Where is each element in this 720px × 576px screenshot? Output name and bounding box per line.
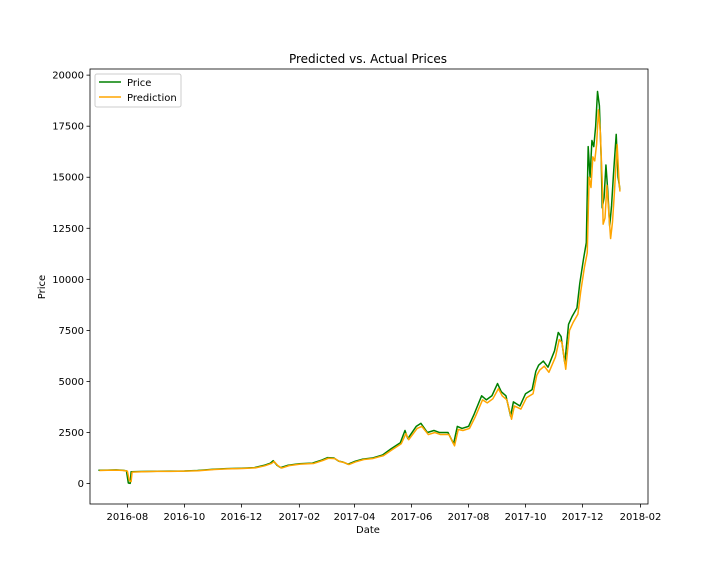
y-tick-label: 17500	[52, 122, 84, 133]
x-axis: 2016-08 2016-10 2016-12 2017-02 2017-04 2017-…	[106, 504, 661, 523]
x-tick-label: 2018-02	[620, 512, 662, 523]
x-tick-label: 2016-12	[221, 512, 263, 523]
x-tick-label: 2016-08	[106, 512, 148, 523]
x-tick-label: 2017-04	[334, 512, 376, 523]
chart-title: Predicted vs. Actual Prices	[289, 52, 447, 66]
x-tick-label: 2017-06	[391, 512, 433, 523]
x-tick-label: 2016-10	[164, 512, 206, 523]
y-tick-label: 15000	[52, 173, 84, 184]
axes-frame	[89, 68, 649, 505]
x-tick-label: 2017-12	[562, 512, 604, 523]
x-tick-label: 2017-02	[278, 512, 320, 523]
series-line-prediction	[99, 109, 621, 483]
legend-label-price: Price	[127, 78, 151, 89]
y-axis: 0 2500 5000 7500 10000 12500 15000 17500 20000	[52, 71, 90, 490]
legend-label-prediction: Prediction	[127, 93, 177, 104]
y-axis-label: Price	[37, 275, 48, 299]
y-tick-label: 20000	[52, 71, 84, 82]
y-tick-label: 0	[78, 479, 84, 490]
legend: Price Prediction	[94, 73, 182, 108]
x-tick-label: 2017-10	[505, 512, 547, 523]
x-axis-label: Date	[356, 525, 380, 536]
y-tick-label: 7500	[59, 326, 84, 337]
y-tick-label: 12500	[52, 224, 84, 235]
x-tick-label: 2017-08	[448, 512, 490, 523]
y-tick-label: 10000	[52, 275, 84, 286]
plot-lines	[98, 90, 621, 485]
y-tick-label: 2500	[59, 428, 84, 439]
y-tick-label: 5000	[59, 377, 84, 388]
